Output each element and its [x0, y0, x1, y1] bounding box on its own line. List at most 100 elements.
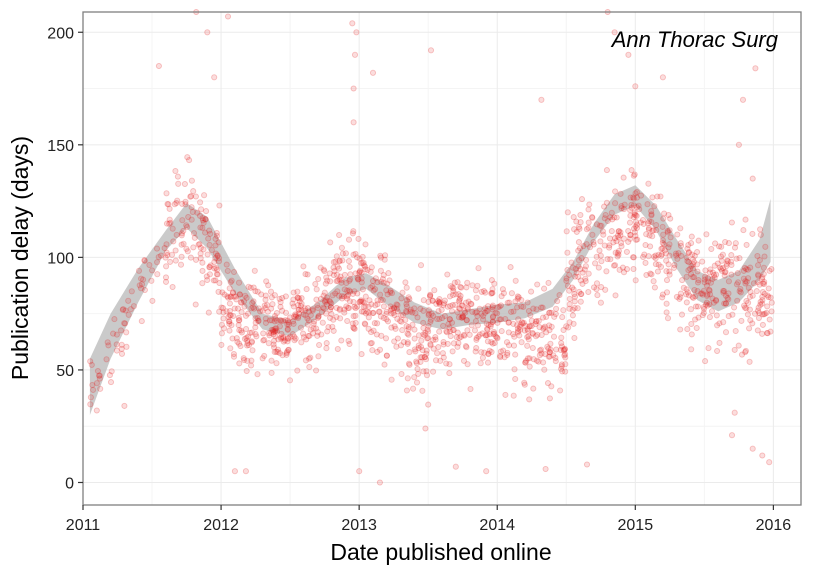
scatter-point [601, 203, 608, 210]
scatter-point [154, 271, 161, 278]
scatter-point [333, 278, 340, 285]
scatter-point [740, 227, 747, 234]
scatter-point [331, 268, 338, 275]
scatter-point [648, 211, 655, 218]
scatter-point [429, 297, 436, 304]
scatter-point [452, 301, 459, 308]
scatter-point [759, 280, 767, 287]
scatter-point [625, 51, 632, 58]
scatter-point [702, 267, 709, 274]
scatter-point [260, 330, 267, 337]
scatter-point [700, 303, 707, 311]
scatter-point [223, 308, 230, 315]
scatter-point [216, 279, 223, 287]
scatter-point [765, 285, 772, 292]
scatter-point [117, 327, 125, 334]
scatter-point [742, 216, 749, 223]
scatter-point [467, 300, 474, 307]
scatter-point [525, 333, 532, 340]
scatter-point [666, 271, 673, 278]
scatter-point [665, 244, 672, 251]
scatter-point [404, 339, 411, 346]
scatter-point [279, 307, 286, 314]
scatter-point [330, 316, 337, 323]
scatter-point [457, 295, 464, 302]
scatter-point [572, 265, 579, 272]
scatter-point [546, 309, 553, 316]
scatter-point [559, 314, 566, 321]
scatter-point [358, 297, 365, 304]
scatter-point [722, 300, 729, 307]
scatter-point [271, 318, 278, 325]
scatter-point [612, 188, 619, 195]
scatter-point [301, 305, 308, 312]
scatter-point [365, 303, 372, 310]
scatter-point [295, 313, 302, 320]
scatter-point [227, 345, 234, 352]
scatter-point [328, 310, 335, 318]
scatter-point [690, 265, 697, 272]
scatter-point [451, 279, 458, 286]
scatter-point [208, 246, 215, 254]
scatter-point [700, 287, 707, 294]
scatter-point [445, 321, 452, 328]
scatter-point [680, 284, 687, 291]
scatter-point [420, 297, 427, 304]
scatter-point [369, 283, 376, 290]
scatter-point [295, 306, 303, 313]
scatter-point [649, 194, 656, 201]
scatter-point [659, 245, 666, 252]
scatter-point [235, 279, 243, 286]
scatter-point [359, 298, 366, 305]
scatter-point [664, 315, 672, 322]
scatter-point [766, 316, 773, 323]
scatter-point [321, 268, 328, 275]
scatter-point [228, 322, 235, 329]
scatter-point [118, 350, 126, 357]
scatter-point [426, 293, 434, 300]
scatter-point [725, 296, 732, 303]
scatter-point [241, 356, 248, 364]
scatter-point [510, 342, 518, 349]
scatter-point [488, 290, 495, 297]
scatter-point [683, 286, 690, 293]
scatter-point [720, 287, 727, 294]
scatter-point [351, 288, 358, 295]
scatter-point [118, 345, 125, 352]
scatter-point [716, 264, 723, 271]
scatter-point [758, 276, 766, 283]
scatter-point [377, 267, 384, 274]
scatter-point [244, 337, 251, 344]
scatter-point [558, 363, 565, 370]
scatter-point [261, 336, 268, 343]
scatter-point [370, 309, 377, 316]
scatter-point [489, 302, 496, 309]
scatter-point [615, 227, 623, 235]
scatter-point [592, 260, 599, 267]
scatter-point [352, 250, 359, 257]
scatter-point [632, 218, 639, 225]
scatter-point [580, 243, 587, 250]
scatter-point [429, 297, 436, 304]
scatter-point [444, 303, 451, 310]
scatter-point [671, 261, 678, 269]
scatter-point [757, 226, 764, 233]
scatter-point [184, 154, 191, 161]
scatter-point [430, 345, 437, 352]
scatter-point [216, 202, 223, 209]
scatter-point [756, 281, 763, 288]
scatter-point [529, 344, 536, 352]
scatter-point [231, 468, 238, 475]
scatter-point [478, 288, 485, 295]
scatter-point [277, 303, 284, 310]
scatter-point [233, 335, 240, 342]
scatter-point [719, 265, 727, 272]
scatter-point [704, 275, 712, 282]
scatter-point [545, 345, 552, 352]
scatter-point [603, 167, 610, 174]
scatter-point [421, 332, 428, 339]
scatter-point [458, 314, 465, 321]
scatter-point [334, 263, 341, 270]
scatter-point [376, 346, 384, 353]
scatter-point [586, 201, 593, 208]
